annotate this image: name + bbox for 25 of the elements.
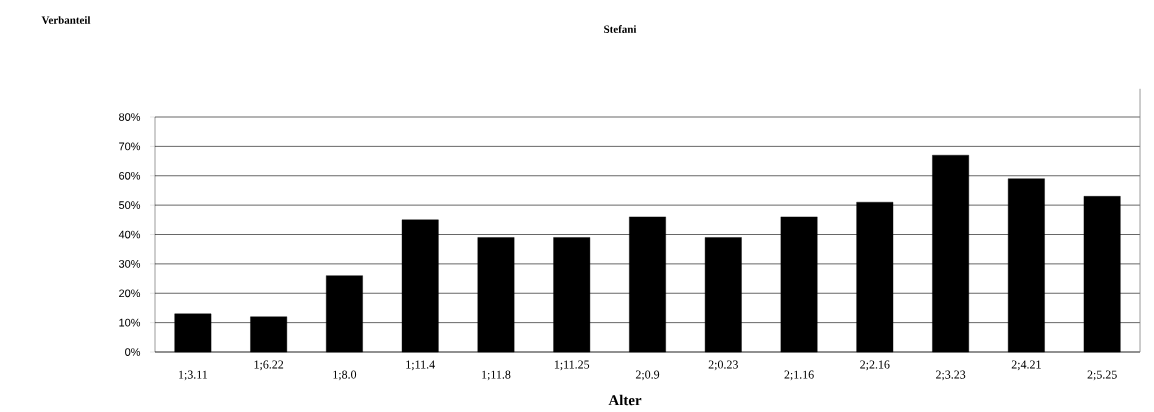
x-tick-label: 2;4.21 [1011,360,1041,371]
x-tick-label: 1;11.25 [554,360,590,371]
x-tick-label: 1;6.22 [254,360,284,371]
x-tick-label: 1;11.8 [482,370,511,381]
x-axis-title: Alter [608,394,642,406]
x-tick-label: 1;8.0 [333,370,357,381]
y-tick-label: 60% [119,171,141,180]
x-tick-label: 2;0.9 [635,370,660,381]
y-tick-label: 0% [125,348,141,356]
x-tick-label: 1;3.11 [179,370,208,381]
x-tick-label: 2;0.23 [708,360,738,371]
text: Verbanteil [41,16,91,24]
x-tick-label: 1;11.4 [406,360,435,371]
y-tick-label: 70% [119,142,141,151]
x-tick-label: 2;1.16 [784,370,814,381]
y-tick-label: 80% [119,113,141,121]
y-tick-label: 40% [118,230,141,239]
x-tick-label: 2;2.16 [860,360,890,371]
y-tick-label: 50% [118,201,141,210]
y-tick-label: 20% [119,289,141,298]
x-tick-label: 2;5.25 [1087,370,1117,381]
y-tick-label: 30% [118,260,141,268]
chart-title: Stefani [604,25,637,33]
y-tick-label: 10% [119,318,141,327]
x-tick-label: 2;3.23 [936,370,966,381]
